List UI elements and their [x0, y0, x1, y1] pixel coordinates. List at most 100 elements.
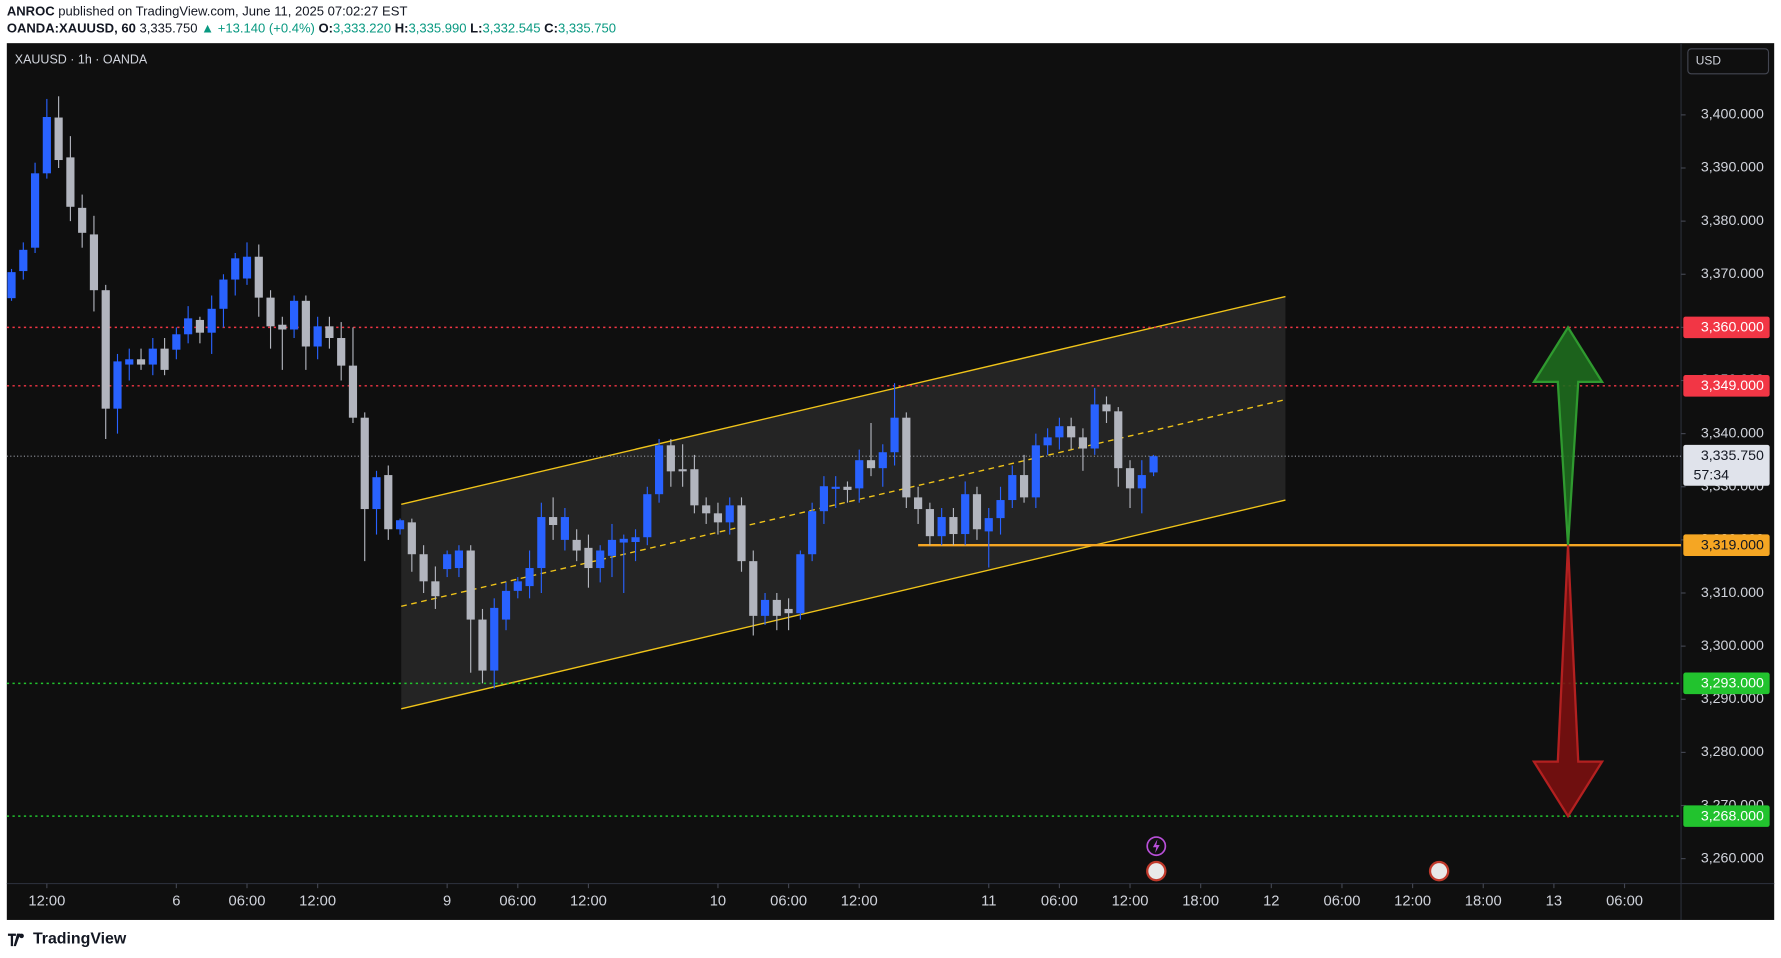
candle-body — [101, 290, 110, 409]
candle-body — [902, 417, 911, 498]
published: published on TradingView.com, June 11, 2… — [58, 4, 407, 19]
candle-body — [207, 308, 216, 333]
candle-body — [1043, 437, 1052, 446]
candle-body — [914, 497, 923, 510]
change: ▲ +13.140 (+0.4%) — [201, 21, 315, 36]
candle-body — [749, 561, 758, 616]
ohlc-value: 3,332.545 — [482, 21, 540, 36]
x-tick-label: 11 — [981, 894, 996, 910]
level-tag — [1683, 672, 1770, 695]
candle-body — [30, 173, 40, 248]
y-tick-label: 3,280.000 — [1701, 744, 1764, 760]
x-tick-label: 6 — [172, 894, 180, 910]
candle-body — [407, 522, 416, 555]
candle-body — [796, 554, 805, 614]
candle-body — [619, 538, 628, 543]
candle-body — [1008, 475, 1017, 501]
candle-body — [219, 279, 228, 309]
ohlc-key: O: — [319, 21, 334, 36]
level-tag — [1683, 375, 1770, 397]
y-tick-label: 3,400.000 — [1701, 107, 1764, 123]
ohlc-key: L: — [470, 21, 482, 36]
y-tick-label: 3,340.000 — [1701, 425, 1764, 441]
x-tick-label: 12:00 — [841, 894, 878, 910]
candle-body — [501, 590, 511, 620]
candle-body — [666, 445, 675, 472]
candle-body — [160, 348, 169, 370]
candle-body — [972, 494, 982, 530]
candle-body — [596, 550, 605, 569]
candle-body — [290, 300, 299, 330]
candle-body — [125, 359, 134, 365]
candle-body — [937, 517, 946, 537]
ohlc-value: 3,333.220 — [333, 21, 391, 36]
candle-body — [572, 539, 581, 551]
candle-body — [231, 258, 240, 280]
x-tick-label: 06:00 — [1041, 894, 1078, 910]
candle-body — [537, 517, 546, 569]
channel-lower — [401, 499, 1286, 710]
channel-upper — [401, 295, 1286, 505]
candle-body — [372, 477, 381, 510]
level-tag — [1683, 534, 1770, 556]
candle-body — [443, 554, 452, 570]
candle-body — [1067, 426, 1076, 438]
candle-body — [961, 494, 970, 535]
candle-body — [831, 486, 840, 489]
header-line: ANROC published on TradingView.com, June… — [7, 4, 408, 19]
channel-middle — [401, 398, 1286, 607]
candle-body — [313, 326, 322, 347]
event-icon — [1428, 860, 1450, 882]
candle-body — [478, 619, 487, 671]
last-price-label: 3,335.750 — [1701, 448, 1764, 464]
arrow — [1531, 545, 1605, 819]
x-tick-label: 12 — [1263, 894, 1279, 910]
candle-body — [1090, 404, 1099, 449]
candle-body — [337, 338, 346, 366]
candle-body — [66, 157, 75, 207]
brand: TradingView — [33, 930, 127, 947]
x-tick-label: 06:00 — [770, 894, 807, 910]
candle-body — [360, 417, 369, 510]
candle-body — [1031, 445, 1040, 498]
level-tag-label: 3,268.000 — [1701, 808, 1764, 824]
candle-body — [172, 334, 181, 350]
ohlc-value: 3,335.750 — [558, 21, 616, 36]
x-tick-label: 12:00 — [1112, 894, 1149, 910]
level-tag-label: 3,360.000 — [1701, 320, 1764, 336]
chart-background — [6, 43, 1775, 920]
candle-body — [1137, 475, 1146, 489]
candle-body — [878, 452, 887, 469]
candle-body — [136, 359, 146, 365]
candle-body — [466, 550, 475, 620]
y-tick-label: 3,380.000 — [1701, 213, 1764, 229]
candle-body — [348, 365, 358, 418]
x-tick-label: 12:00 — [299, 894, 336, 910]
candle-body — [454, 550, 464, 569]
candle-body — [607, 539, 617, 556]
candle-body — [808, 511, 817, 555]
candle-body — [525, 568, 534, 587]
candle-body — [784, 608, 793, 614]
x-tick-label: 12:00 — [1394, 894, 1431, 910]
y-tick-label: 3,290.000 — [1701, 691, 1764, 707]
level-tag — [1683, 805, 1770, 827]
candle-body — [725, 505, 734, 523]
x-tick-label: 9 — [443, 894, 451, 910]
author: ANROC — [7, 4, 55, 19]
candle-body — [19, 249, 28, 272]
candle-body — [395, 520, 405, 530]
candle-body — [1149, 456, 1158, 473]
candle-body — [490, 607, 499, 671]
event-icon — [1146, 860, 1167, 882]
ohlc-key: C: — [544, 21, 558, 36]
candle-body — [184, 318, 193, 335]
price: 3,335.750 — [139, 21, 197, 36]
symbol-line: OANDA:XAUUSD, 60 3,335.750 ▲ +13.140 (+0… — [7, 21, 616, 36]
brand-logo — [7, 933, 24, 947]
y-tick-label: 3,370.000 — [1701, 266, 1764, 282]
x-tick-label: 18:00 — [1465, 894, 1502, 910]
candle-body — [643, 494, 652, 538]
x-tick-label: 06:00 — [499, 894, 536, 910]
candle-body — [384, 475, 393, 530]
